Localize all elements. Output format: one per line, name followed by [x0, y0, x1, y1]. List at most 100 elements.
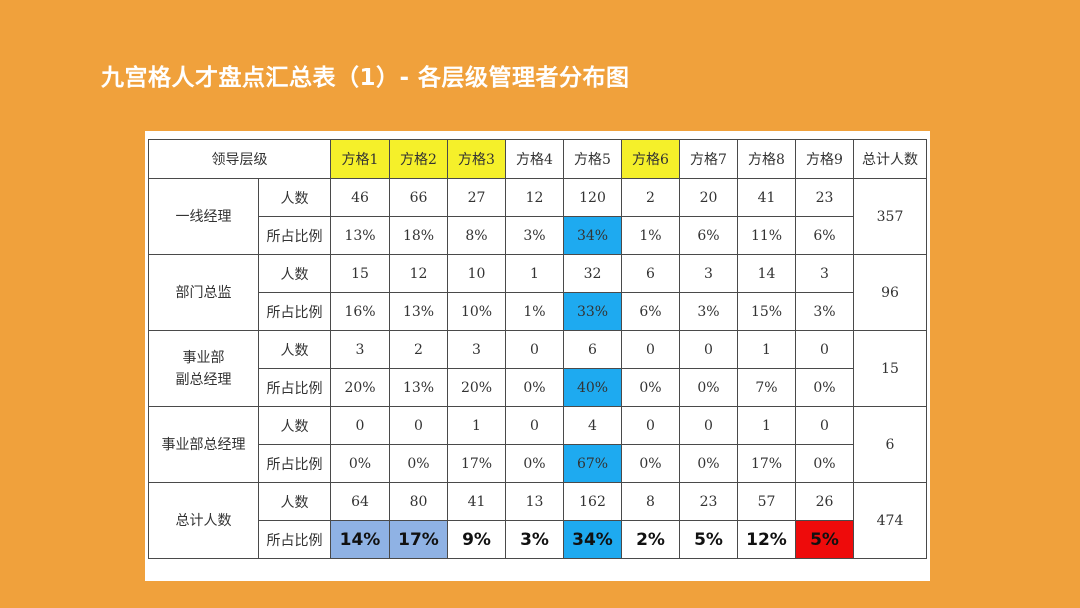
ratio-label-cell: 所占比例	[258, 444, 331, 483]
ratio-cell: 6%	[795, 216, 854, 255]
count-cell: 6	[563, 330, 622, 369]
level-name: 总计人数	[150, 510, 258, 532]
count-cell: 1	[505, 254, 564, 293]
count-cell: 0	[795, 330, 854, 369]
count-cell: 3	[447, 330, 506, 369]
ratio-row: 所占比例 20% 13% 20% 0% 40% 0% 0% 7% 0%	[149, 368, 927, 407]
count-cell: 0	[621, 406, 680, 445]
ratio-cell: 33%	[563, 292, 622, 331]
ratio-cell: 13%	[330, 216, 390, 255]
slide-title: 九宫格人才盘点汇总表（1）- 各层级管理者分布图	[101, 65, 630, 91]
ratio-cell: 2%	[621, 520, 680, 559]
ratio-cell: 9%	[447, 520, 506, 559]
level-name-cell: 部门总监	[148, 254, 259, 331]
count-cell: 15	[330, 254, 390, 293]
level-total-cell: 15	[853, 330, 927, 407]
ratio-cell: 6%	[621, 292, 680, 331]
count-cell: 14	[737, 254, 796, 293]
level-name-line: 副总经理	[175, 371, 232, 388]
level-name: 事业部总经理	[150, 434, 258, 456]
count-row: 事业部 副总经理 人数 3 2 3 0 6 0 0 1 0 15	[148, 330, 927, 407]
ratio-cell: 0%	[621, 444, 680, 483]
ratio-cell: 3%	[795, 292, 854, 331]
ratio-row: 所占比例 16% 13% 10% 1% 33% 6% 3% 15% 3%	[149, 292, 927, 331]
count-label-cell: 人数	[258, 482, 331, 521]
ratio-cell: 67%	[563, 444, 622, 483]
ratio-cell: 0%	[621, 368, 680, 407]
ratio-cell: 15%	[737, 292, 796, 331]
count-cell: 64	[330, 482, 390, 521]
grid-header-cell-3: 方格3	[447, 139, 506, 179]
count-cell: 4	[563, 406, 622, 445]
ratio-cell: 40%	[563, 368, 622, 407]
count-cell: 162	[563, 482, 622, 521]
level-name-line: 事业部	[182, 349, 225, 366]
ratio-cell: 20%	[330, 368, 390, 407]
ratio-cell: 3%	[505, 216, 564, 255]
ratio-cell: 0%	[679, 444, 738, 483]
count-cell: 0	[621, 330, 680, 369]
level-name: 部门总监	[150, 282, 258, 304]
count-cell: 8	[621, 482, 680, 521]
count-cell: 0	[505, 330, 564, 369]
level-name-cell: 一线经理	[148, 178, 259, 255]
ratio-label-cell: 所占比例	[258, 520, 331, 559]
level-name-line: 部门总监	[175, 284, 232, 301]
ratio-cell: 12%	[737, 520, 796, 559]
count-cell: 12	[505, 178, 564, 217]
count-row: 事业部总经理 人数 0 0 1 0 4 0 0 1 0 6	[148, 406, 927, 483]
count-cell: 32	[563, 254, 622, 293]
grid-header-cell-1: 方格1	[330, 139, 390, 179]
ratio-cell: 3%	[505, 520, 564, 559]
grid-header-cell-4: 方格4	[505, 139, 564, 179]
count-cell: 20	[679, 178, 738, 217]
count-cell: 66	[389, 178, 448, 217]
ratio-cell: 11%	[737, 216, 796, 255]
count-cell: 0	[795, 406, 854, 445]
grid-header-cell-6: 方格6	[621, 139, 680, 179]
ratio-cell: 0%	[795, 368, 854, 407]
ratio-cell: 13%	[389, 292, 448, 331]
ratio-cell: 34%	[563, 520, 622, 559]
count-cell: 3	[795, 254, 854, 293]
ratio-cell: 1%	[505, 292, 564, 331]
count-row: 一线经理 人数 46 66 27 12 120 2 20 41 23 357	[148, 178, 927, 255]
ratio-cell: 17%	[447, 444, 506, 483]
level-header-cell: 领导层级	[148, 139, 331, 179]
count-cell: 3	[330, 330, 390, 369]
ratio-cell: 0%	[505, 444, 564, 483]
count-cell: 23	[679, 482, 738, 521]
grid-header-cell-9: 方格9	[795, 139, 854, 179]
level-name-cell: 总计人数	[148, 482, 259, 559]
grid-header-cell-2: 方格2	[389, 139, 448, 179]
count-cell: 12	[389, 254, 448, 293]
count-cell: 23	[795, 178, 854, 217]
count-cell: 6	[621, 254, 680, 293]
count-label-cell: 人数	[258, 254, 331, 293]
count-cell: 120	[563, 178, 622, 217]
count-cell: 41	[737, 178, 796, 217]
total-header-cell: 总计人数	[853, 139, 927, 179]
level-name-line: 事业部总经理	[161, 436, 246, 453]
grid-header-cell-7: 方格7	[679, 139, 738, 179]
count-cell: 46	[330, 178, 390, 217]
ratio-label-cell: 所占比例	[258, 216, 331, 255]
count-label-cell: 人数	[258, 330, 331, 369]
level-total-cell: 357	[853, 178, 927, 255]
count-cell: 41	[447, 482, 506, 521]
count-cell: 0	[389, 406, 448, 445]
nine-box-summary-table: 领导层级 方格1 方格2 方格3 方格4 方格5 方格6 方格7 方格8 方格9 总计人数 一线经理人…	[148, 139, 927, 559]
ratio-cell: 7%	[737, 368, 796, 407]
ratio-cell: 13%	[389, 368, 448, 407]
ratio-cell: 0%	[679, 368, 738, 407]
ratio-cell: 0%	[330, 444, 390, 483]
ratio-cell: 17%	[389, 520, 448, 559]
count-cell: 3	[679, 254, 738, 293]
level-name-cell: 事业部 副总经理	[148, 330, 259, 407]
ratio-row: 所占比例 0% 0% 17% 0% 67% 0% 0% 17% 0%	[149, 444, 927, 483]
count-label-cell: 人数	[258, 178, 331, 217]
level-total-cell: 474	[853, 482, 927, 559]
count-cell: 0	[679, 406, 738, 445]
count-cell: 1	[737, 330, 796, 369]
level-name: 事业部 副总经理	[150, 347, 258, 391]
